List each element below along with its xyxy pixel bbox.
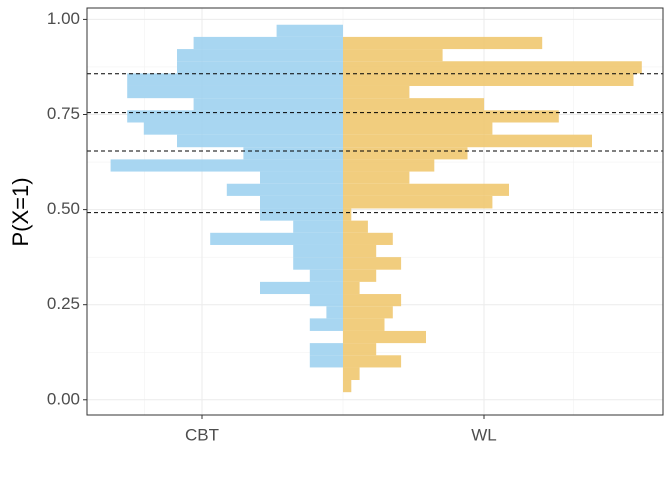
bar [127, 110, 343, 123]
bar [343, 380, 352, 393]
bar [343, 294, 402, 307]
bar [326, 306, 343, 319]
bar [343, 134, 592, 148]
bar [343, 171, 410, 184]
bar [143, 122, 343, 135]
bar [293, 257, 343, 270]
y-tick-label: 1.00 [47, 9, 80, 28]
bar [193, 36, 343, 50]
bar [343, 306, 393, 319]
bar [343, 159, 435, 172]
bar [343, 110, 559, 123]
bar [293, 220, 343, 233]
bar [226, 183, 343, 196]
y-tick-label: 0.75 [47, 104, 80, 123]
bar [177, 61, 343, 74]
bar [343, 85, 410, 99]
bar [343, 220, 368, 233]
bar [210, 232, 343, 245]
bar [127, 73, 343, 86]
bar [343, 61, 642, 74]
bar [343, 183, 509, 196]
bar [343, 36, 543, 50]
bar [343, 318, 385, 331]
bar [343, 49, 443, 62]
bar [260, 281, 343, 295]
bar [343, 73, 634, 86]
bar [127, 85, 343, 99]
bar [343, 343, 377, 356]
bar [309, 269, 343, 282]
bar [343, 98, 485, 111]
bar [343, 281, 360, 295]
bar [309, 318, 343, 331]
y-tick-label: 0.50 [47, 199, 80, 218]
bar [177, 49, 343, 62]
x-tick-label: WL [471, 425, 497, 444]
bar [260, 208, 343, 221]
bar [343, 122, 493, 135]
panel-border [86, 7, 664, 416]
y-tick-label: 0.25 [47, 294, 80, 313]
bar [243, 147, 343, 160]
bar [343, 208, 352, 221]
bar [343, 147, 468, 160]
bar [110, 159, 343, 172]
y-tick-label: 0.00 [47, 389, 80, 408]
bar [343, 269, 377, 282]
bar [343, 330, 426, 344]
bar [343, 367, 360, 381]
bar [343, 244, 377, 258]
bar [260, 195, 343, 209]
bar [260, 171, 343, 184]
bar [177, 134, 343, 148]
bar [309, 294, 343, 307]
bar [276, 24, 343, 37]
bar [343, 232, 393, 245]
bar [193, 98, 343, 111]
bar [309, 355, 343, 368]
y-axis-title: P(X=1) [8, 177, 33, 246]
bar [309, 343, 343, 356]
bar [343, 257, 402, 270]
bar [293, 244, 343, 258]
bar [343, 195, 493, 209]
bar [343, 355, 402, 368]
x-tick-label: CBT [185, 425, 219, 444]
